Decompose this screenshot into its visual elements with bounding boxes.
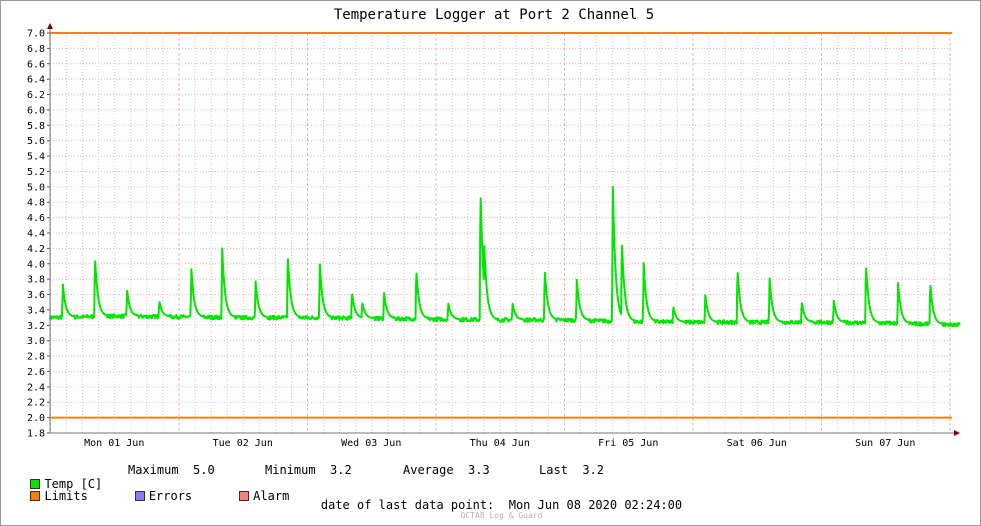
y-tick-label: 3.8 (27, 275, 45, 286)
legend-alarm-label: Alarm (253, 489, 290, 503)
average-label: Average (403, 463, 454, 477)
y-tick-label: 6.6 (27, 59, 45, 70)
x-tick-label: Fri 05 Jun (598, 438, 658, 449)
y-tick-label: 6.0 (27, 105, 45, 116)
last-value: 3.2 (582, 463, 605, 477)
y-tick-label: 1.8 (27, 429, 45, 440)
average-value: 3.3 (468, 463, 490, 477)
minimum-label: Minimum (265, 463, 316, 477)
maximum-value: 5.0 (193, 463, 215, 477)
x-tick-label: Thu 04 Jun (470, 438, 530, 449)
last-label: Last (539, 463, 568, 477)
series-layer (49, 185, 961, 328)
y-tick-label: 2.6 (27, 367, 45, 378)
x-tick-label: Wed 03 Jun (341, 438, 401, 449)
legend-temp-label: Temp [C] (44, 477, 103, 491)
y-axis-arrow (47, 23, 53, 29)
y-tick-label: 3.4 (27, 305, 45, 316)
y-tick-label: 3.6 (27, 290, 45, 301)
x-tick-label: Sun 07 Jun (855, 438, 915, 449)
temp-swatch (30, 478, 41, 489)
y-tick-label: 2.2 (27, 398, 45, 409)
y-tick-label: 5.6 (27, 136, 45, 147)
y-tick-label: 5.2 (27, 167, 45, 178)
y-tick-label: 5.0 (27, 182, 45, 193)
y-axis-ticks: 1.8 2.0 2.2 2.4 2.6 2.8 3.0 3.2 3.4 3.6 3.8 4.0 4.2 4… (27, 29, 50, 440)
last-point-label: date of last data point: (320, 498, 495, 512)
stat-average: Average 3.3 (403, 463, 490, 477)
y-tick-label: 4.4 (27, 229, 45, 240)
y-tick-label: 2.4 (27, 382, 45, 393)
last-data-point: date of last data point: Mon Jun 08 2020… (0, 498, 981, 512)
stat-maximum: Maximum 5.0 (128, 463, 215, 477)
axes (47, 23, 960, 436)
y-tick-label: 4.2 (27, 244, 45, 255)
temp-series-line (49, 185, 961, 328)
x-tick-label: Mon 01 Jun (84, 438, 144, 449)
y-tick-label: 4.8 (27, 198, 45, 209)
legend-errors-label: Errors (148, 489, 193, 503)
x-axis-arrow (954, 430, 960, 436)
stat-last: Last 3.2 (539, 463, 604, 477)
x-axis-ticks: Mon 01 Jun Tue 02 Jun Wed 03 Jun Thu 04 Jun… (84, 438, 915, 449)
legend-limits-label: Limits (44, 489, 88, 503)
x-tick-label: Sat 06 Jun (727, 438, 787, 449)
limits-swatch (30, 490, 41, 501)
y-tick-label: 5.4 (27, 152, 45, 163)
maximum-label: Maximum (128, 463, 179, 477)
alarm-swatch (239, 490, 250, 501)
last-point-value: Mon Jun 08 2020 02:24:00 (508, 498, 683, 512)
y-tick-label: 5.8 (27, 121, 45, 132)
y-tick-label: 7.0 (27, 29, 45, 40)
y-tick-label: 4.6 (27, 213, 45, 224)
y-tick-label: 3.2 (27, 321, 45, 332)
x-tick-label: Tue 02 Jun (213, 438, 273, 449)
limit-lines (50, 32, 952, 419)
y-tick-label: 6.4 (27, 75, 45, 86)
watermark: OCTA8 Log & Guard (460, 511, 543, 520)
y-tick-label: 2.8 (27, 352, 45, 363)
legend-row-status: Limits Errors Alarm (16, 475, 289, 503)
y-tick-label: 6.8 (27, 44, 45, 55)
chart-title: Temperature Logger at Port 2 Channel 5 (334, 7, 654, 23)
y-tick-label: 3.0 (27, 336, 45, 347)
minimum-value: 3.2 (330, 463, 352, 477)
errors-swatch (134, 490, 145, 501)
y-tick-label: 2.0 (27, 413, 45, 424)
y-tick-label: 6.2 (27, 90, 45, 101)
legend-row-temp: Temp [C] (16, 463, 102, 491)
y-tick-label: 4.0 (27, 259, 45, 270)
stat-minimum: Minimum 3.2 (265, 463, 352, 477)
grid-lines (50, 32, 952, 434)
